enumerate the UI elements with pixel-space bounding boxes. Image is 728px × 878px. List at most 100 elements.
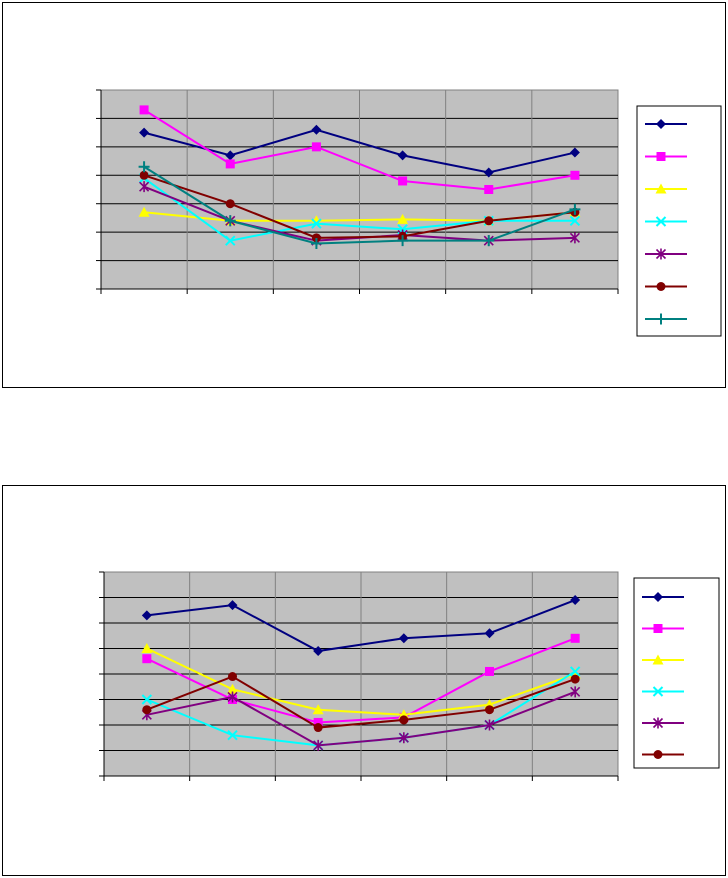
chart-1-series-6-line <box>143 174 576 239</box>
chart-2-series-6-point <box>228 672 237 682</box>
chart-2-series-6-point <box>142 705 152 715</box>
chart-2-legend-entry <box>642 686 684 697</box>
chart-2-series-2-point <box>142 654 152 664</box>
chart-1-legend-marker <box>656 119 666 129</box>
chart-1-legend-marker <box>655 183 667 194</box>
chart-1-series-1-point <box>397 150 408 161</box>
chart-2-series-6-point <box>399 715 409 725</box>
chart-2-series-5-point <box>227 691 238 703</box>
chart-1-series-1-point <box>483 167 494 178</box>
chart-2-series-4-point <box>141 694 153 705</box>
chart-1-series-1-point <box>569 147 580 158</box>
chart-2 <box>2 485 726 876</box>
chart-2-legend-marker <box>652 686 664 697</box>
chart-1-legend-entry <box>645 183 687 194</box>
chart-1-legend-marker <box>656 282 666 291</box>
chart-1-series-1-point <box>311 124 322 135</box>
chart-1-legend-entry <box>645 248 687 260</box>
chart-1-axes <box>96 89 619 294</box>
chart-2-legend-box <box>633 577 720 769</box>
chart-1 <box>2 2 726 388</box>
chart-2-series-3-point <box>227 683 238 694</box>
chart-1-series-7-point <box>138 161 150 173</box>
chart-1-legend-entry <box>645 313 687 325</box>
chart-2-gridlines <box>104 572 618 776</box>
chart-1-series-2 <box>139 105 580 194</box>
chart-1-svg <box>96 89 722 337</box>
chart-2-legend-entry <box>642 717 684 729</box>
chart-1-series-1-point <box>225 150 236 161</box>
chart-2-series-1-line <box>146 599 576 653</box>
chart-2-series-5-point <box>570 686 581 698</box>
chart-2-series-6-point <box>485 705 494 715</box>
chart-1-series-7-point <box>397 235 409 247</box>
chart-1-series-1-line <box>143 128 576 174</box>
chart-1-series-6-point <box>484 216 494 226</box>
chart-1-legend-marker <box>655 313 667 325</box>
chart-1-series-5-point <box>139 181 150 193</box>
chart-2-series-1-point <box>570 595 581 606</box>
chart-1-series-1 <box>139 124 580 178</box>
chart-1-series-2-point <box>139 105 149 115</box>
chart-1-legend-entry <box>645 152 687 161</box>
chart-2-series-2-line <box>146 637 576 724</box>
chart-1-series-3-point <box>397 213 409 224</box>
chart-1-series-2-point <box>398 176 408 186</box>
chart-2-svg <box>99 571 720 781</box>
chart-2-series-4-point <box>569 666 581 677</box>
chart-2-series-5-line <box>146 690 576 747</box>
chart-2-series-1 <box>141 595 581 657</box>
chart-2-series-1-point <box>313 646 324 657</box>
chart-2-series-1-point <box>141 610 152 621</box>
chart-1-series-2-point <box>311 142 321 152</box>
chart-2-series-5-point <box>398 732 409 744</box>
chart-2-series-1-point <box>227 600 238 611</box>
chart-1-series-4-point <box>225 235 236 246</box>
chart-2-legend-marker <box>653 592 663 602</box>
chart-2-series-4-point <box>227 729 238 741</box>
chart-2-series-6-line <box>146 675 576 729</box>
chart-2-series-5 <box>141 686 581 751</box>
chart-2-series-2-point <box>313 717 323 727</box>
chart-2-series-3-point <box>141 643 153 653</box>
chart-1-series-4-point <box>311 218 322 229</box>
chart-2-series-1-point <box>484 628 495 639</box>
chart-1-series-6-point <box>139 170 149 180</box>
chart-2-legend-marker <box>653 750 663 759</box>
chart-2-series-3-point <box>312 704 324 715</box>
chart-2-series-6 <box>142 672 580 733</box>
chart-2-series-6-point <box>313 723 323 733</box>
chart-2-series-5-point <box>484 719 495 731</box>
chart-1-series-6-point <box>311 233 321 243</box>
chart-2-series-1-point <box>398 633 409 644</box>
chart-1-legend <box>636 105 722 337</box>
chart-1-series-2-line <box>143 109 576 191</box>
chart-1-series-7-line <box>143 165 576 245</box>
chart-2-series-6-point <box>570 674 580 684</box>
chart-1-series-4-point <box>569 215 581 226</box>
chart-2-legend-entry <box>642 654 684 665</box>
chart-1-series-7-point <box>224 215 236 227</box>
chart-1-legend-entry <box>645 282 687 291</box>
chart-1-series-7-point <box>569 203 581 215</box>
chart-1-series-4-line <box>143 177 575 242</box>
chart-1-series-3-point <box>310 215 322 226</box>
chart-1-series-2-point <box>484 185 494 194</box>
chart-2-legend-entry <box>642 624 684 633</box>
chart-1-series-7-point <box>483 235 495 247</box>
chart-1-series-2-point <box>225 159 235 169</box>
chart-2-legend-marker <box>653 624 663 633</box>
chart-2-legend-marker <box>652 717 664 729</box>
chart-2-series-2-point <box>485 666 494 676</box>
chart-2-legend <box>633 577 720 769</box>
chart-1-series-3-point <box>138 206 150 217</box>
chart-1-series-6-point <box>225 199 235 209</box>
chart-1-series-7-point <box>310 238 322 250</box>
chart-2-legend-entry <box>642 750 684 759</box>
chart-1-legend-marker <box>656 152 666 161</box>
chart-2-series-5-point <box>313 739 324 751</box>
chart-1-legend-marker <box>655 248 667 260</box>
chart-1-legend-entry <box>645 119 687 129</box>
chart-1-series-7 <box>138 161 581 250</box>
chart-2-axes <box>99 571 619 781</box>
